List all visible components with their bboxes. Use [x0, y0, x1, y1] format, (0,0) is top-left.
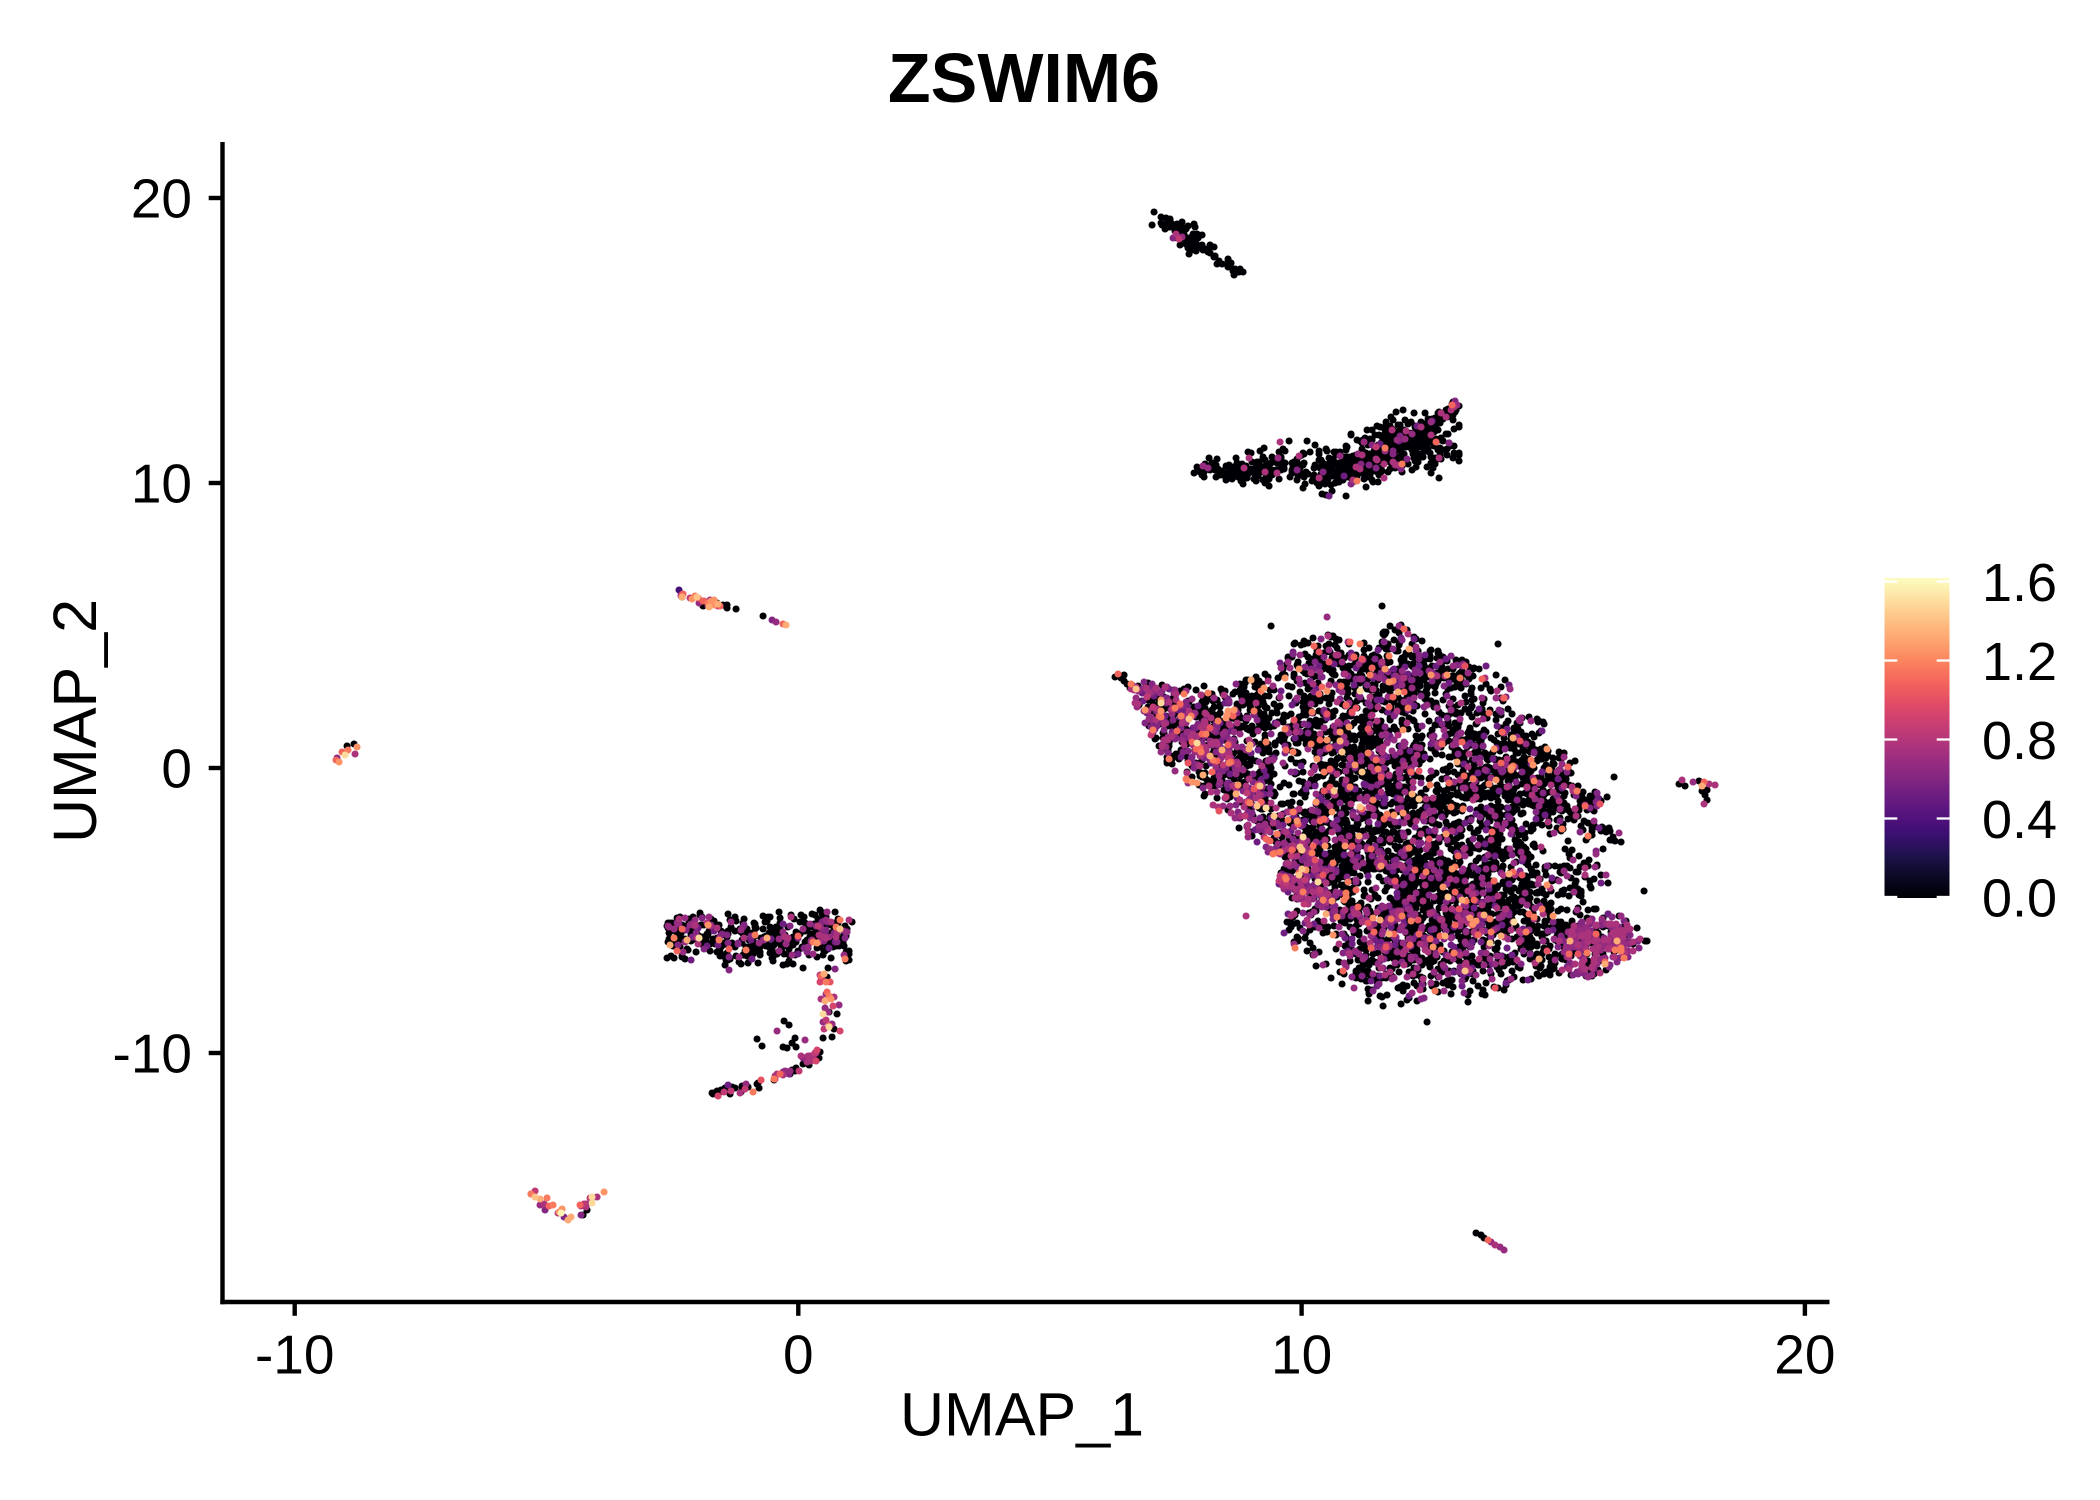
svg-text:ZSWIM6: ZSWIM6: [888, 39, 1160, 117]
svg-text:10: 10: [1271, 1324, 1332, 1386]
svg-text:10: 10: [131, 453, 192, 515]
svg-text:1.6: 1.6: [1982, 553, 2057, 613]
svg-text:20: 20: [131, 168, 192, 230]
svg-text:-10: -10: [113, 1023, 193, 1085]
svg-text:0: 0: [161, 738, 192, 800]
svg-text:0.8: 0.8: [1982, 711, 2057, 771]
svg-text:20: 20: [1774, 1324, 1835, 1386]
svg-text:0: 0: [783, 1324, 814, 1386]
svg-text:UMAP_2: UMAP_2: [41, 599, 109, 843]
svg-text:-10: -10: [255, 1324, 335, 1386]
svg-text:UMAP_1: UMAP_1: [900, 1381, 1144, 1449]
svg-text:0.0: 0.0: [1982, 868, 2057, 928]
svg-text:1.2: 1.2: [1982, 632, 2057, 692]
svg-text:0.4: 0.4: [1982, 790, 2057, 850]
